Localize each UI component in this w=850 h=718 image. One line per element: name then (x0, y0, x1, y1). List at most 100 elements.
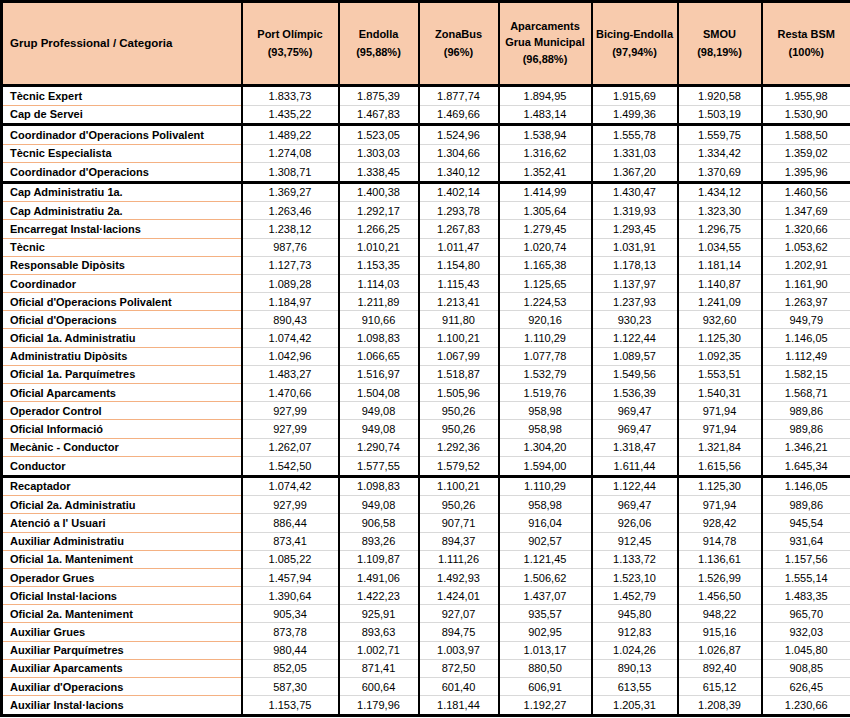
category-cell: Atenció a l' Usuari (2, 514, 242, 532)
value-cell: 1.230,66 (762, 696, 850, 716)
value-cell: 1.434,12 (678, 182, 762, 202)
value-cell: 927,99 (242, 496, 339, 514)
category-cell: Cap Administratiu 2a. (2, 202, 242, 220)
value-cell: 1.579,52 (419, 456, 499, 476)
header-column-2: Endolla(95,88%) (339, 2, 419, 86)
header-category-label: Grup Professional / Categoria (2, 2, 242, 86)
value-cell: 1.555,78 (592, 125, 678, 145)
header-column-percentage: (98,19%) (680, 45, 760, 61)
value-cell: 1.321,84 (678, 438, 762, 456)
table-row: Oficial 1a. Manteniment1.085,221.109,871… (2, 550, 850, 568)
value-cell: 615,12 (678, 678, 762, 696)
value-cell: 852,05 (242, 659, 339, 677)
value-cell: 1.323,30 (678, 202, 762, 220)
value-cell: 932,03 (762, 623, 850, 641)
value-cell: 1.542,50 (242, 456, 339, 476)
value-cell: 613,55 (592, 678, 678, 696)
value-cell: 873,78 (242, 623, 339, 641)
value-cell: 1.347,69 (762, 202, 850, 220)
value-cell: 1.125,30 (678, 476, 762, 496)
value-cell: 1.338,45 (339, 162, 419, 182)
value-cell: 1.153,35 (339, 256, 419, 274)
value-cell: 971,94 (678, 402, 762, 420)
value-cell: 989,86 (762, 496, 850, 514)
value-cell: 1.074,42 (242, 476, 339, 496)
value-cell: 1.505,96 (419, 384, 499, 402)
value-cell: 1.263,46 (242, 202, 339, 220)
value-cell: 1.181,44 (419, 696, 499, 716)
category-cell: Tècnic Expert (2, 86, 242, 106)
value-cell: 1.127,73 (242, 256, 339, 274)
row-group-4: Recaptador1.074,421.098,831.100,211.110,… (2, 476, 850, 715)
value-cell: 1.577,55 (339, 456, 419, 476)
salary-table: Grup Professional / Categoria Port Olímp… (0, 0, 850, 717)
value-cell: 1.274,08 (242, 144, 339, 162)
value-cell: 1.111,26 (419, 550, 499, 568)
value-cell: 1.568,71 (762, 384, 850, 402)
value-cell: 1.089,28 (242, 274, 339, 292)
value-cell: 1.435,22 (242, 105, 339, 125)
value-cell: 1.098,83 (339, 476, 419, 496)
value-cell: 915,16 (678, 623, 762, 641)
value-cell: 1.352,41 (499, 162, 592, 182)
value-cell: 989,86 (762, 420, 850, 438)
value-cell: 928,42 (678, 514, 762, 532)
value-cell: 908,85 (762, 659, 850, 677)
value-cell: 1.213,41 (419, 293, 499, 311)
value-cell: 910,66 (339, 311, 419, 329)
value-cell: 950,26 (419, 402, 499, 420)
table-row: Oficial 2a. Manteniment905,34925,91927,0… (2, 605, 850, 623)
value-cell: 1.136,61 (678, 550, 762, 568)
value-cell: 911,80 (419, 311, 499, 329)
value-cell: 1.184,97 (242, 293, 339, 311)
value-cell: 1.121,45 (499, 550, 592, 568)
category-cell: Auxiliar Grues (2, 623, 242, 641)
value-cell: 1.100,21 (419, 329, 499, 347)
category-cell: Auxiliar Aparcaments (2, 659, 242, 677)
value-cell: 1.137,97 (592, 274, 678, 292)
value-cell: 1.125,30 (678, 329, 762, 347)
value-cell: 1.334,42 (678, 144, 762, 162)
table-row: Responsable Dipòsits1.127,731.153,351.15… (2, 256, 850, 274)
value-cell: 1.292,17 (339, 202, 419, 220)
value-cell: 890,13 (592, 659, 678, 677)
value-cell: 1.020,74 (499, 238, 592, 256)
value-cell: 600,64 (339, 678, 419, 696)
value-cell: 1.524,96 (419, 125, 499, 145)
category-cell: Administratiu Dipòsits (2, 347, 242, 365)
value-cell: 1.469,66 (419, 105, 499, 125)
category-cell: Tècnic Especialista (2, 144, 242, 162)
value-cell: 931,64 (762, 532, 850, 550)
value-cell: 1.390,64 (242, 587, 339, 605)
category-cell: Oficial d'Operacions (2, 311, 242, 329)
value-cell: 1.499,36 (592, 105, 678, 125)
table-row: Cap de Servei1.435,221.467,831.469,66 1.4… (2, 105, 850, 125)
value-cell: 1.504,08 (339, 384, 419, 402)
value-cell: 893,63 (339, 623, 419, 641)
value-cell: 926,06 (592, 514, 678, 532)
value-cell: 1.013,17 (499, 641, 592, 659)
table-row: Cap Administratiu 1a.1.369,271.400,381.4… (2, 182, 850, 202)
category-cell: Cap de Servei (2, 105, 242, 125)
value-cell: 1.296,75 (678, 220, 762, 238)
value-cell: 1.010,21 (339, 238, 419, 256)
value-cell: 1.146,05 (762, 476, 850, 496)
value-cell: 890,43 (242, 311, 339, 329)
value-cell: 1.098,83 (339, 329, 419, 347)
value-cell: 1.518,87 (419, 365, 499, 383)
value-cell: 1.523,05 (339, 125, 419, 145)
value-cell: 950,26 (419, 496, 499, 514)
value-cell: 1.238,12 (242, 220, 339, 238)
header-column-percentage: (100%) (764, 45, 850, 61)
value-cell: 1.110,29 (499, 476, 592, 496)
value-cell: 1.089,57 (592, 347, 678, 365)
category-cell: Recaptador (2, 476, 242, 496)
value-cell: 1.467,83 (339, 105, 419, 125)
value-cell: 1.594,00 (499, 456, 592, 476)
value-cell: 1.154,80 (419, 256, 499, 274)
header-column-percentage: (97,94%) (594, 45, 676, 61)
value-cell: 1.304,20 (499, 438, 592, 456)
table-row: Coordinador d'Operacions1.308,711.338,45… (2, 162, 850, 182)
row-group-3: Cap Administratiu 1a.1.369,271.400,381.4… (2, 182, 850, 476)
value-cell: 1.003,97 (419, 641, 499, 659)
